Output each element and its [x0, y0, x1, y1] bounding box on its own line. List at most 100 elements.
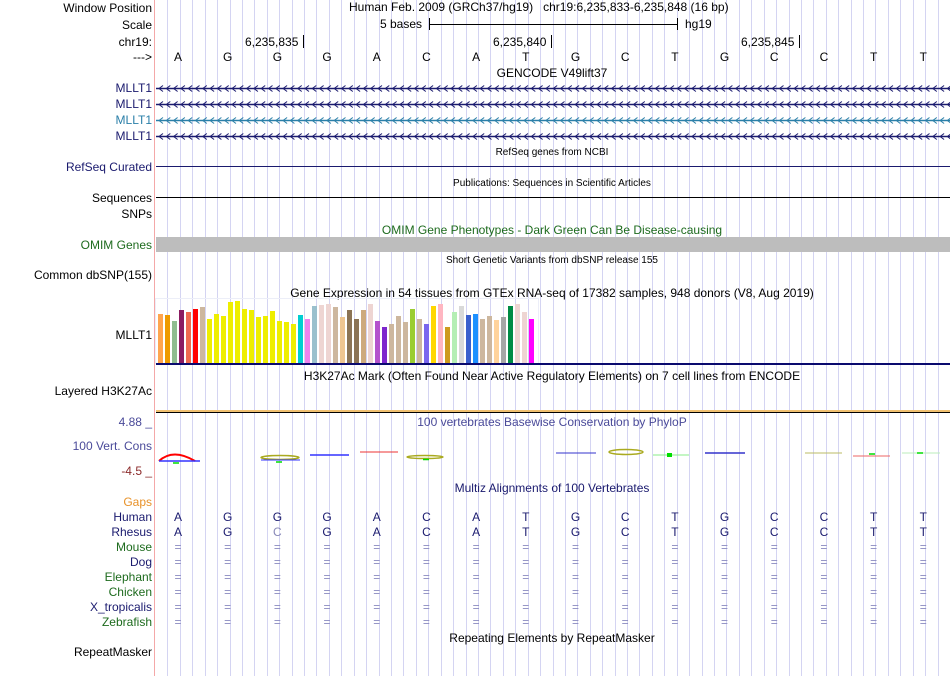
gtex-tissue-bar[interactable] — [522, 312, 527, 364]
species-alignment-row[interactable]: = = = = = = = = = = = = = = = = — [155, 615, 950, 629]
gtex-tissue-bar[interactable] — [382, 327, 387, 364]
species-label[interactable]: Dog — [129, 555, 152, 569]
species-label[interactable]: Zebrafish — [101, 615, 152, 629]
refseq-gene-line[interactable] — [156, 166, 950, 167]
gtex-tissue-bar[interactable] — [389, 324, 394, 364]
species-label[interactable]: Mouse — [115, 540, 152, 554]
gencode-transcript-line[interactable] — [156, 83, 950, 93]
gtex-tissue-bar[interactable] — [445, 327, 450, 364]
gtex-tissue-bar[interactable] — [165, 315, 170, 364]
gtex-tissue-bar[interactable] — [459, 306, 464, 364]
gtex-tissue-bar[interactable] — [529, 319, 534, 364]
gencode-transcript-label[interactable]: MLLT1 — [115, 113, 152, 127]
gencode-transcript-line[interactable] — [156, 99, 950, 109]
species-label[interactable]: Elephant — [104, 570, 152, 584]
gtex-tissue-bar[interactable] — [438, 304, 443, 364]
gtex-tissue-bar[interactable] — [403, 322, 408, 364]
gtex-tissue-bar[interactable] — [354, 319, 359, 364]
gtex-tissue-bar[interactable] — [221, 316, 226, 364]
publications-track-label[interactable]: Sequences — [91, 191, 152, 205]
gtex-tissue-bar[interactable] — [515, 304, 520, 364]
gtex-tissue-bar[interactable] — [340, 317, 345, 364]
gtex-tissue-bar[interactable] — [277, 321, 282, 364]
species-alignment-row[interactable]: = = = = = = = = = = = = = = = = — [155, 570, 950, 584]
gencode-transcript-label[interactable]: MLLT1 — [115, 97, 152, 111]
gtex-tissue-bar[interactable] — [417, 319, 422, 364]
gtex-tissue-bar[interactable] — [333, 307, 338, 364]
gaps-label[interactable]: Gaps — [123, 495, 152, 509]
species-label[interactable]: Rhesus — [111, 525, 152, 539]
phylop-signal[interactable] — [155, 440, 950, 470]
gtex-tissue-bar[interactable] — [298, 315, 303, 364]
gtex-tissue-bar[interactable] — [242, 309, 247, 364]
gtex-tissue-bar[interactable] — [256, 317, 261, 364]
gtex-tissue-bar[interactable] — [508, 306, 513, 364]
gtex-tissue-bar[interactable] — [487, 316, 492, 364]
refseq-track-title[interactable]: RefSeq genes from NCBI — [495, 147, 609, 158]
gtex-tissue-bar[interactable] — [319, 305, 324, 364]
gtex-tissue-bar[interactable] — [368, 304, 373, 364]
omim-track-title[interactable]: OMIM Gene Phenotypes - Dark Green Can Be… — [381, 223, 723, 237]
gtex-tissue-bar[interactable] — [494, 320, 499, 364]
species-alignment-row[interactable]: = = = = = = = = = = = = = = = = — [155, 600, 950, 614]
phylop-track-title[interactable]: 100 vertebrates Basewise Conservation by… — [417, 415, 687, 429]
repeatmasker-track-label[interactable]: RepeatMasker — [73, 645, 152, 659]
omim-gene-bar[interactable] — [156, 237, 950, 252]
phylop-track-label[interactable]: 100 Vert. Cons — [72, 439, 152, 453]
publications-track-title[interactable]: Publications: Sequences in Scientific Ar… — [453, 178, 651, 189]
gtex-tissue-bar[interactable] — [452, 312, 457, 364]
gtex-tissue-bar[interactable] — [263, 316, 268, 364]
gtex-tissue-bar[interactable] — [228, 302, 233, 364]
snps-track-label[interactable]: SNPs — [121, 207, 152, 221]
gtex-tissue-bar[interactable] — [193, 309, 198, 364]
gtex-tissue-bar[interactable] — [284, 322, 289, 364]
gtex-tissue-bar[interactable] — [473, 314, 478, 364]
species-label[interactable]: X_tropicalis — [89, 600, 152, 614]
gtex-tissue-bar[interactable] — [158, 314, 163, 364]
gtex-tissue-bar[interactable] — [207, 319, 212, 364]
publications-sequence-line[interactable] — [156, 197, 950, 198]
species-alignment-row[interactable]: = = = = = = = = = = = = = = = = — [155, 540, 950, 554]
gencode-track-title[interactable]: GENCODE V49lift37 — [496, 66, 608, 80]
gtex-tissue-bar[interactable] — [312, 306, 317, 364]
gtex-tissue-bar[interactable] — [431, 306, 436, 364]
omim-track-label[interactable]: OMIM Genes — [80, 238, 152, 252]
gtex-tissue-bar[interactable] — [179, 310, 184, 364]
multiz-track-title[interactable]: Multiz Alignments of 100 Vertebrates — [454, 481, 650, 495]
gtex-tissue-bar[interactable] — [270, 311, 275, 364]
gtex-tissue-bar[interactable] — [200, 307, 205, 364]
repeatmasker-track-title[interactable]: Repeating Elements by RepeatMasker — [449, 631, 655, 645]
gtex-tissue-bar[interactable] — [235, 301, 240, 364]
gtex-tissue-bar[interactable] — [305, 319, 310, 364]
h3k27ac-track-label[interactable]: Layered H3K27Ac — [54, 384, 152, 398]
gtex-tissue-bar[interactable] — [214, 314, 219, 364]
gtex-tissue-bar[interactable] — [480, 319, 485, 364]
dbsnp-track-label[interactable]: Common dbSNP(155) — [33, 268, 152, 282]
gtex-tissue-bar[interactable] — [347, 310, 352, 364]
gtex-tissue-bar[interactable] — [326, 304, 331, 364]
h3k27ac-track-title[interactable]: H3K27Ac Mark (Often Found Near Active Re… — [303, 369, 801, 383]
gtex-bar-chart[interactable] — [156, 298, 536, 364]
gtex-tissue-bar[interactable] — [361, 310, 366, 364]
gtex-tissue-bar[interactable] — [186, 312, 191, 364]
gtex-track-title[interactable]: Gene Expression in 54 tissues from GTEx … — [290, 286, 814, 300]
species-alignment-row[interactable]: = = = = = = = = = = = = = = = = — [155, 585, 950, 599]
species-label[interactable]: Chicken — [108, 585, 152, 599]
gtex-tissue-bar[interactable] — [396, 316, 401, 364]
gtex-tissue-bar[interactable] — [172, 321, 177, 364]
gencode-transcript-line[interactable] — [156, 131, 950, 141]
species-alignment-row[interactable]: = = = = = = = = = = = = = = = = — [155, 555, 950, 569]
gtex-tissue-bar[interactable] — [410, 309, 415, 364]
gencode-transcript-line[interactable] — [156, 115, 950, 125]
gencode-transcript-label[interactable]: MLLT1 — [115, 81, 152, 95]
gtex-tissue-bar[interactable] — [466, 315, 471, 364]
gtex-tissue-bar[interactable] — [375, 321, 380, 364]
gtex-tissue-bar[interactable] — [501, 317, 506, 364]
gtex-tissue-bar[interactable] — [424, 324, 429, 364]
dbsnp-track-title[interactable]: Short Genetic Variants from dbSNP releas… — [446, 255, 658, 266]
species-label[interactable]: Human — [113, 510, 152, 524]
gencode-transcript-label[interactable]: MLLT1 — [115, 129, 152, 143]
gtex-tissue-bar[interactable] — [291, 324, 296, 364]
